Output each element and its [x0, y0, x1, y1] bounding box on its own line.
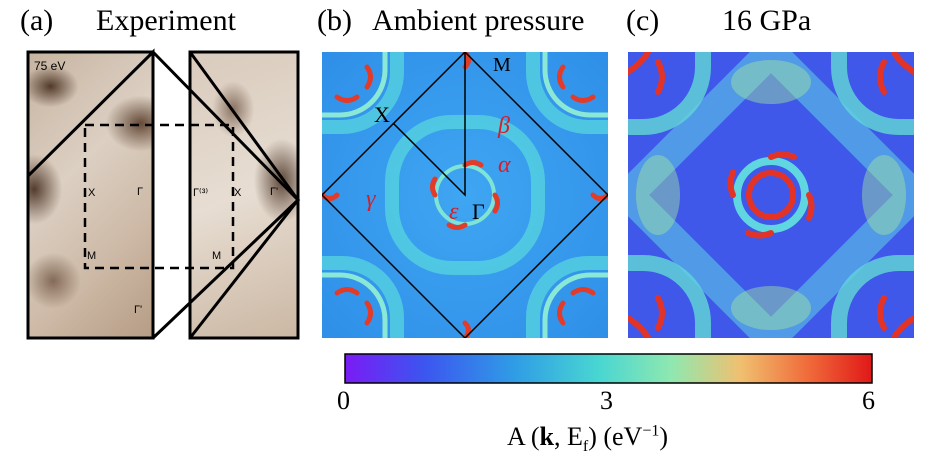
spectral-map-16gpa	[628, 52, 914, 338]
colorbar-label-suffix: ) (eV	[588, 422, 643, 451]
arpes-frame-right	[188, 50, 300, 340]
sim-point-m: M	[493, 54, 511, 76]
panel-b-title: Ambient pressure	[372, 4, 585, 37]
sim-point-x: X	[374, 102, 390, 127]
arpes-energy-label: 75 eV	[34, 59, 66, 73]
band-epsilon-label: ε	[449, 199, 459, 225]
arpes-point-m: M	[87, 250, 97, 262]
colorbar-label-mid: , E	[553, 422, 583, 451]
colorbar-tick-0: 0	[337, 386, 350, 415]
band-alpha-label: α	[498, 152, 511, 178]
bz-diamond	[322, 52, 608, 338]
arpes-image-left	[28, 52, 153, 338]
panel-c-tag: (c)	[626, 4, 660, 37]
colorbar-label-sub: f	[582, 438, 589, 456]
colorbar-label-prefix: A (	[507, 422, 540, 451]
arpes-point-gamma: Γ	[137, 186, 144, 198]
arpes-point-gamma-prime: Γ'	[134, 304, 143, 316]
arpes-point-x: X	[88, 187, 96, 199]
colorbar-label: A (k, Ef) (eV−1)	[507, 422, 668, 456]
colorbar-label-end: )	[659, 422, 669, 451]
brillouin-zone-left	[26, 48, 155, 340]
panel-c-title: 16 GPa	[722, 4, 812, 37]
brillouin-zone-diag2	[188, 51, 300, 339]
arpes-point-x-b: X	[234, 187, 242, 199]
band-beta-label: β	[498, 113, 510, 139]
colorbar-tick-3: 3	[600, 386, 613, 415]
arpes-point-gamma3: Γ⁽³⁾	[193, 187, 209, 199]
arpes-image-right	[190, 52, 298, 338]
arpes-overlay	[26, 48, 301, 340]
colorbar-tick-6: 6	[862, 386, 875, 415]
arpes-point-gamma-prime-b: Γ'	[270, 186, 279, 198]
panel-b-tag: (b)	[317, 4, 352, 37]
high-sym-path	[392, 52, 466, 197]
sim-point-gamma: Γ	[472, 199, 485, 224]
panel-a-tag: (a)	[20, 4, 54, 37]
colorbar-label-k: k	[539, 422, 554, 451]
colorbar	[344, 353, 873, 384]
colorbar-label-sup: −1	[642, 422, 660, 440]
band-gamma-label: γ	[366, 186, 376, 212]
reduced-zone-dashed	[83, 123, 235, 270]
panel-a-title: Experiment	[96, 4, 236, 37]
arpes-point-m-b: M	[212, 250, 222, 262]
spectral-map-ambient	[322, 52, 608, 338]
